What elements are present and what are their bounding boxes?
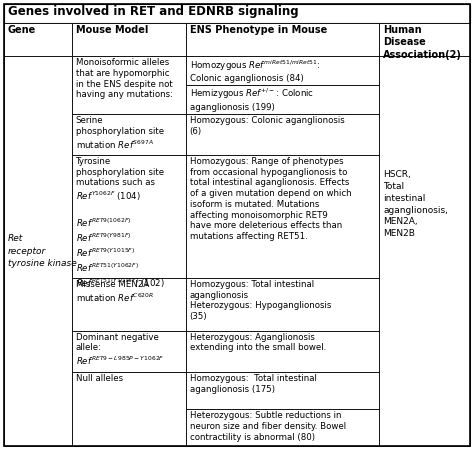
- Bar: [72, 372, 186, 446]
- Bar: [72, 56, 186, 114]
- Bar: [186, 56, 379, 85]
- Bar: [186, 278, 379, 331]
- Bar: [72, 278, 186, 331]
- Bar: [186, 372, 379, 409]
- Text: Null alleles: Null alleles: [75, 374, 123, 383]
- Text: Heterozygous: Aganglionosis
extending into the small bowel.: Heterozygous: Aganglionosis extending in…: [190, 333, 326, 352]
- Bar: [379, 23, 470, 56]
- Text: Ret
receptor
tyrosine kinase: Ret receptor tyrosine kinase: [8, 234, 77, 268]
- Text: Missense MEN2A
mutation $\mathit{Ref}^{C620R}$: Missense MEN2A mutation $\mathit{Ref}^{C…: [75, 280, 154, 304]
- Text: HSCR,
Total
intestinal
aganglionosis,
MEN2A,
MEN2B: HSCR, Total intestinal aganglionosis, ME…: [383, 170, 448, 238]
- Text: Homozygous: Range of phenotypes
from occasional hypoganglionosis to
total intest: Homozygous: Range of phenotypes from occ…: [190, 157, 351, 241]
- Bar: [4, 23, 72, 56]
- Bar: [186, 155, 379, 278]
- Text: Serine
phosphorylation site
mutation $\mathit{Ref}^{S697A}$: Serine phosphorylation site mutation $\m…: [75, 116, 164, 151]
- Text: Tyrosine
phosphorylation site
mutations such as
$\mathit{Ref}^{Y1062F}$ (104)

$: Tyrosine phosphorylation site mutations …: [75, 157, 164, 290]
- Text: Human
Disease
Association(2): Human Disease Association(2): [383, 25, 462, 60]
- Text: Monoisoformic alleles
that are hypomorphic
in the ENS despite not
having any mut: Monoisoformic alleles that are hypomorph…: [75, 58, 173, 99]
- Text: Homozygous $\mathit{Ref}^{miRet51/miRet51}$:
Colonic aganglionosis (84): Homozygous $\mathit{Ref}^{miRet51/miRet5…: [190, 58, 320, 83]
- Bar: [72, 155, 186, 278]
- Text: Gene: Gene: [8, 25, 36, 35]
- Text: Genes involved in RET and EDNRB signaling: Genes involved in RET and EDNRB signalin…: [8, 5, 299, 18]
- Text: Homozygous:  Total intestinal
aganglionosis (175): Homozygous: Total intestinal aganglionos…: [190, 374, 317, 394]
- Bar: [379, 56, 470, 446]
- Text: Homozygous: Total intestinal
aganglionosis
Heterozygous: Hypoganglionosis
(35): Homozygous: Total intestinal aganglionos…: [190, 280, 331, 321]
- Bar: [186, 409, 379, 446]
- Bar: [186, 85, 379, 114]
- Text: Heterozygous: Subtle reductions in
neuron size and fiber density. Bowel
contract: Heterozygous: Subtle reductions in neuro…: [190, 411, 346, 441]
- Bar: [186, 114, 379, 155]
- Bar: [4, 56, 72, 446]
- Bar: [4, 4, 470, 23]
- Bar: [186, 331, 379, 372]
- Text: Hemizygous $\mathit{Ref}^{+/-}$: Colonic
aganglionosis (199): Hemizygous $\mathit{Ref}^{+/-}$: Colonic…: [190, 87, 314, 112]
- Bar: [72, 114, 186, 155]
- Bar: [72, 23, 186, 56]
- Text: Homozygous: Colonic aganglionosis
(6): Homozygous: Colonic aganglionosis (6): [190, 116, 345, 135]
- Text: Dominant negative
allele:
$\mathit{Ref}^{RET9-L985P-Y1062F}$: Dominant negative allele: $\mathit{Ref}^…: [75, 333, 164, 367]
- Bar: [186, 23, 379, 56]
- Text: ENS Phenotype in Mouse: ENS Phenotype in Mouse: [190, 25, 327, 35]
- Bar: [72, 331, 186, 372]
- Text: Mouse Model: Mouse Model: [75, 25, 148, 35]
